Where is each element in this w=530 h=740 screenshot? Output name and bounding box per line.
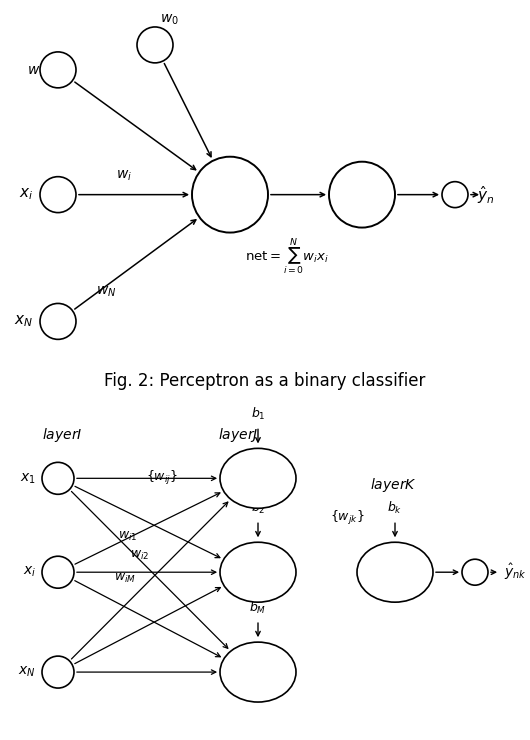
Text: $w_1$: $w_1$: [26, 64, 45, 79]
Circle shape: [42, 556, 74, 588]
Text: $w_i$: $w_i$: [116, 168, 132, 183]
Ellipse shape: [220, 642, 296, 702]
Text: $b_k$: $b_k$: [387, 500, 403, 517]
Circle shape: [442, 181, 468, 208]
Text: $f(\mathrm{net}_k)$: $f(\mathrm{net}_k)$: [377, 565, 413, 579]
Circle shape: [137, 27, 173, 63]
Text: $\Sigma$: $\Sigma$: [223, 183, 237, 203]
Circle shape: [329, 162, 395, 228]
Text: $\mathrm{net}{=}\sum_{i=0}^{N} w_i x_i$: $\mathrm{net}{=}\sum_{i=0}^{N} w_i x_i$: [245, 236, 329, 277]
Circle shape: [42, 462, 74, 494]
Text: $x_N$: $x_N$: [14, 314, 33, 329]
Circle shape: [462, 559, 488, 585]
Text: $w_{i2}$: $w_{i2}$: [130, 548, 149, 562]
Text: $b_1$: $b_1$: [251, 406, 266, 423]
Text: $\hat{y}_n$: $\hat{y}_n$: [477, 184, 494, 206]
Text: $\hat{y}_{nk}$: $\hat{y}_{nk}$: [504, 562, 527, 582]
Text: $b_2$: $b_2$: [251, 500, 266, 517]
Text: $layerK$: $layerK$: [370, 477, 417, 494]
Text: $x_i$: $x_i$: [23, 565, 36, 579]
Text: $x_1$: $x_1$: [20, 471, 36, 485]
Text: $f(\mathrm{net}_2)$: $f(\mathrm{net}_2)$: [240, 565, 277, 579]
Ellipse shape: [220, 542, 296, 602]
Text: $w_N$: $w_N$: [96, 285, 117, 300]
Circle shape: [40, 303, 76, 340]
Text: $f(\mathrm{net}_M)$: $f(\mathrm{net}_M)$: [238, 665, 278, 679]
Text: $f(\mathrm{net}_1)$: $f(\mathrm{net}_1)$: [240, 471, 277, 485]
Text: $w_0$: $w_0$: [160, 13, 179, 27]
Circle shape: [40, 177, 76, 212]
Text: $layerJ$: $layerJ$: [218, 426, 259, 445]
Text: $w_{iM}$: $w_{iM}$: [114, 571, 136, 585]
Text: $x_N$: $x_N$: [19, 665, 36, 679]
Circle shape: [42, 656, 74, 688]
Circle shape: [192, 157, 268, 232]
Ellipse shape: [357, 542, 433, 602]
Text: $f(.)$: $f(.)$: [349, 186, 375, 204]
Text: $\{w_{ij}\}$: $\{w_{ij}\}$: [146, 469, 178, 488]
Text: $layerI$: $layerI$: [42, 426, 83, 445]
Circle shape: [40, 52, 76, 88]
Text: $w_{i1}$: $w_{i1}$: [118, 530, 138, 543]
Text: Fig. 2: Perceptron as a binary classifier: Fig. 2: Perceptron as a binary classifie…: [104, 372, 426, 390]
Text: $\{w_{jk}\}$: $\{w_{jk}\}$: [330, 509, 365, 528]
Ellipse shape: [220, 448, 296, 508]
Text: $b_M$: $b_M$: [250, 600, 267, 616]
Text: $x_i$: $x_i$: [19, 186, 33, 203]
